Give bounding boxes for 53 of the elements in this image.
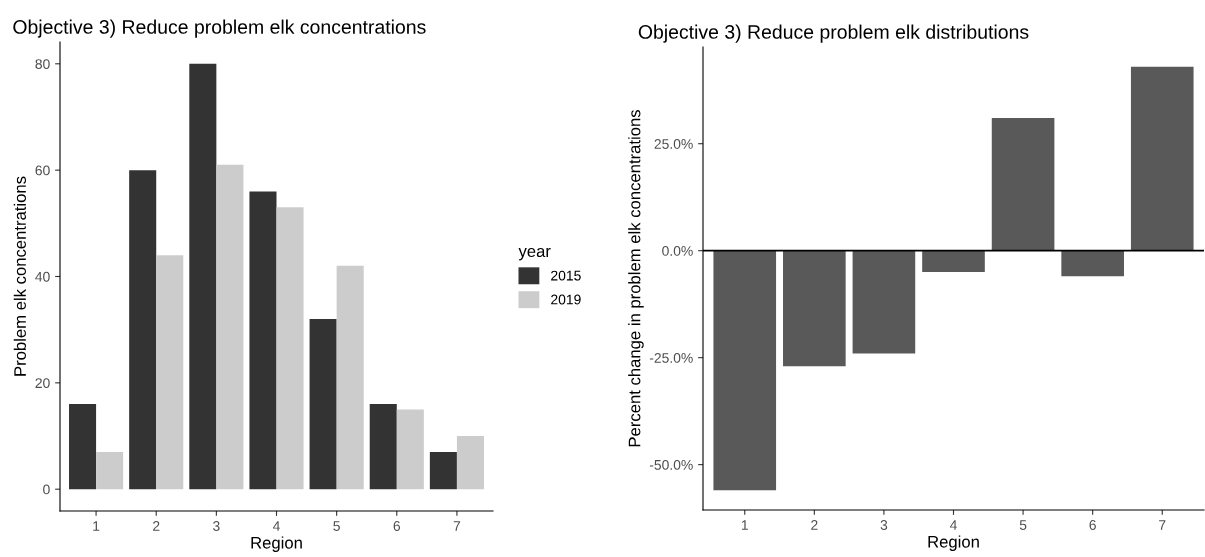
bar — [129, 170, 157, 490]
bar — [852, 250, 916, 354]
bar — [396, 409, 424, 490]
x-tick-label: 3 — [880, 520, 888, 530]
bar — [276, 207, 304, 490]
bar — [336, 265, 364, 490]
x-tick-label: 1 — [93, 521, 100, 531]
y-axis-title: Percent change in problem elk concentrations — [628, 110, 644, 447]
x-tick-label: 1 — [741, 520, 748, 530]
x-tick-label: 4 — [949, 520, 957, 530]
y-tick-label: 40 — [35, 271, 50, 282]
x-tick-label: 6 — [393, 521, 401, 531]
y-tick-label: 25.0% — [654, 139, 693, 149]
bar — [429, 451, 457, 490]
x-tick-label: 7 — [1159, 520, 1166, 530]
y-tick-label: 20 — [35, 378, 50, 389]
bar — [369, 404, 397, 490]
bar — [713, 250, 777, 491]
bar — [189, 63, 217, 490]
chart-title: Objective 3) Reduce problem elk distributions — [638, 24, 1029, 43]
x-tick-label: 7 — [453, 521, 461, 531]
chart-title: Objective 3) Reduce problem elk concentrations — [13, 19, 426, 38]
x-tick-label: 6 — [1089, 520, 1096, 530]
x-tick-label: 2 — [811, 520, 818, 530]
x-tick-label: 5 — [1019, 520, 1027, 530]
bar — [249, 191, 277, 490]
bar — [991, 118, 1055, 251]
y-axis-title: Problem elk concentrations — [13, 176, 26, 376]
x-tick-label: 2 — [153, 521, 160, 531]
y-tick-label: 80 — [35, 59, 50, 69]
bar — [309, 319, 337, 490]
legend-label: 2015 — [551, 270, 581, 281]
bar — [96, 451, 124, 490]
bar — [216, 164, 244, 490]
x-tick-label: 4 — [272, 521, 280, 531]
y-tick-label: 0 — [43, 484, 50, 495]
x-tick-label: 5 — [333, 521, 340, 531]
legend-label: 2019 — [551, 294, 581, 305]
y-tick-label: -50.0% — [649, 459, 693, 470]
x-tick-label: 3 — [213, 521, 220, 531]
bar — [1061, 250, 1124, 277]
bar — [783, 250, 846, 367]
bar — [69, 404, 97, 490]
bar — [456, 436, 484, 490]
y-tick-label: -25.0% — [649, 353, 693, 363]
bar — [1130, 66, 1194, 251]
bar — [156, 255, 184, 490]
y-tick-label: 60 — [35, 165, 50, 176]
y-tick-label: 0.0% — [662, 246, 693, 256]
x-axis-title: Region — [928, 535, 979, 551]
legend-title: year — [518, 247, 551, 261]
x-axis-title: Region — [251, 536, 302, 552]
bar — [922, 250, 985, 273]
